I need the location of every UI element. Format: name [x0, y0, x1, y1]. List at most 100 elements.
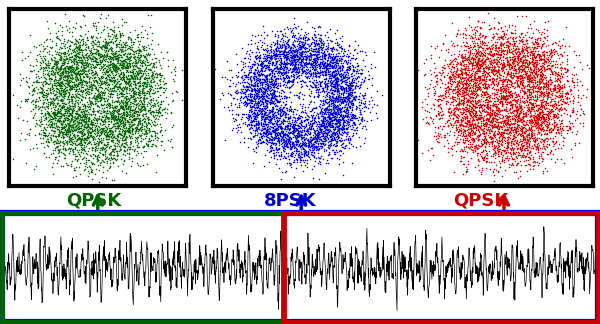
Point	[461, 86, 471, 91]
Point	[469, 125, 478, 131]
Point	[139, 90, 149, 95]
Point	[502, 155, 512, 160]
Point	[143, 75, 152, 80]
Point	[284, 138, 294, 143]
Point	[116, 91, 126, 96]
Point	[461, 65, 470, 71]
Point	[545, 66, 554, 71]
Point	[73, 82, 82, 87]
Point	[497, 139, 507, 144]
Point	[274, 136, 284, 141]
Point	[115, 58, 125, 63]
Point	[95, 54, 105, 59]
Point	[506, 130, 515, 135]
Point	[542, 93, 551, 98]
Point	[547, 102, 557, 108]
Point	[74, 36, 83, 41]
Point	[482, 84, 491, 89]
Point	[280, 114, 289, 120]
Point	[512, 129, 521, 134]
Point	[54, 133, 64, 138]
Point	[74, 150, 83, 155]
Point	[488, 67, 497, 72]
Point	[467, 145, 477, 150]
Point	[484, 94, 494, 99]
Point	[80, 125, 89, 130]
Point	[293, 94, 303, 99]
Point	[466, 112, 475, 118]
Point	[478, 46, 487, 51]
Point	[77, 54, 86, 60]
Point	[257, 43, 267, 48]
Point	[332, 120, 342, 125]
Point	[78, 133, 88, 138]
Point	[253, 40, 263, 45]
Point	[89, 65, 99, 70]
Point	[302, 128, 312, 133]
Point	[247, 110, 256, 115]
Point	[514, 115, 524, 121]
Point	[337, 113, 346, 118]
Point	[275, 143, 284, 148]
Point	[113, 138, 123, 143]
Point	[511, 115, 520, 120]
Point	[94, 51, 103, 56]
Point	[315, 57, 325, 62]
Point	[286, 121, 295, 126]
Point	[44, 121, 54, 126]
Point	[78, 53, 88, 58]
Point	[337, 127, 347, 132]
Point	[271, 78, 280, 83]
Point	[56, 143, 65, 148]
Point	[54, 120, 64, 125]
Point	[287, 144, 296, 149]
Point	[275, 131, 284, 136]
Point	[257, 69, 266, 74]
Point	[497, 87, 506, 92]
Point	[446, 110, 455, 115]
Point	[119, 157, 129, 162]
Point	[341, 67, 350, 72]
Point	[149, 68, 158, 73]
Point	[327, 121, 337, 126]
Point	[261, 59, 271, 64]
Point	[323, 54, 333, 60]
Point	[73, 72, 83, 77]
Point	[280, 45, 290, 50]
Point	[296, 56, 305, 61]
Point	[259, 139, 268, 144]
Point	[325, 87, 334, 93]
Point	[548, 108, 558, 113]
Point	[497, 133, 507, 138]
Point	[245, 107, 255, 112]
Point	[97, 54, 107, 59]
Point	[129, 50, 139, 55]
Point	[315, 98, 325, 103]
Point	[350, 85, 360, 90]
Point	[109, 133, 118, 138]
Point	[311, 49, 321, 54]
Point	[92, 118, 101, 123]
Point	[461, 170, 471, 175]
Point	[278, 135, 288, 140]
Point	[473, 99, 482, 104]
Point	[296, 72, 306, 77]
Point	[567, 72, 577, 77]
Point	[98, 158, 108, 164]
Point	[529, 72, 538, 77]
Point	[272, 38, 281, 43]
Point	[506, 100, 515, 105]
Point	[285, 127, 295, 132]
Point	[101, 136, 111, 141]
Point	[272, 118, 282, 123]
Point	[302, 129, 312, 134]
Point	[42, 105, 52, 110]
Point	[262, 63, 272, 68]
Point	[525, 85, 535, 90]
Point	[464, 102, 473, 107]
Point	[295, 101, 305, 106]
Point	[478, 156, 488, 161]
Point	[133, 95, 142, 100]
Point	[313, 55, 323, 60]
Point	[472, 53, 482, 59]
